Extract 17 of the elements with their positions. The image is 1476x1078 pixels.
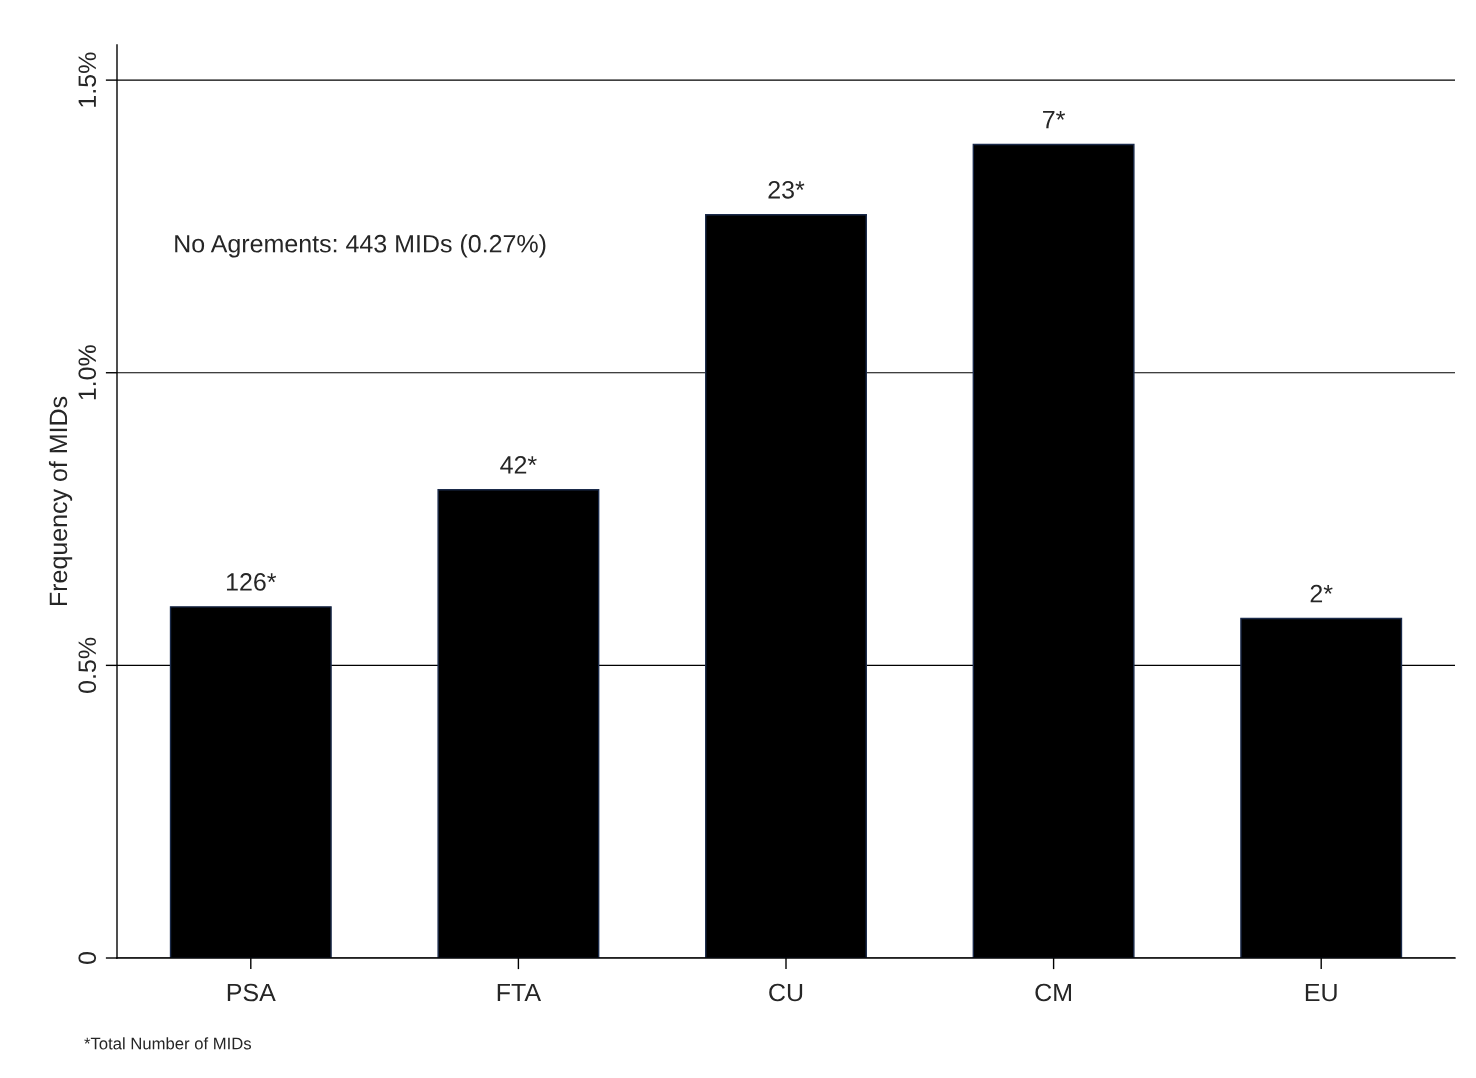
annotation: No Agrements: 443 MIDs (0.27%) [175,234,546,258]
x-tick-label: FTA [497,983,542,1002]
y-tick-label: 1.5% [78,52,97,107]
annotation: 2* [1310,584,1333,603]
annotation: 42* [500,456,537,474]
annotation: 7* [1043,111,1066,129]
text: *Total Number of MIDs [84,1037,252,1050]
annotation: 126* [226,573,277,591]
y-axis-title: Frequency of MIDs [48,396,73,606]
y-tick-label: 0 [78,952,97,964]
y-tick-label: 0.5% [78,637,97,693]
annotation: 23* [768,180,805,199]
y-tick-label: 1.0% [78,345,97,400]
x-tick-label: EU [1305,983,1337,1002]
x-tick-label: CU [769,983,803,1002]
x-tick-label: PSA [227,983,276,1002]
x-tick-label: CM [1035,983,1071,1002]
